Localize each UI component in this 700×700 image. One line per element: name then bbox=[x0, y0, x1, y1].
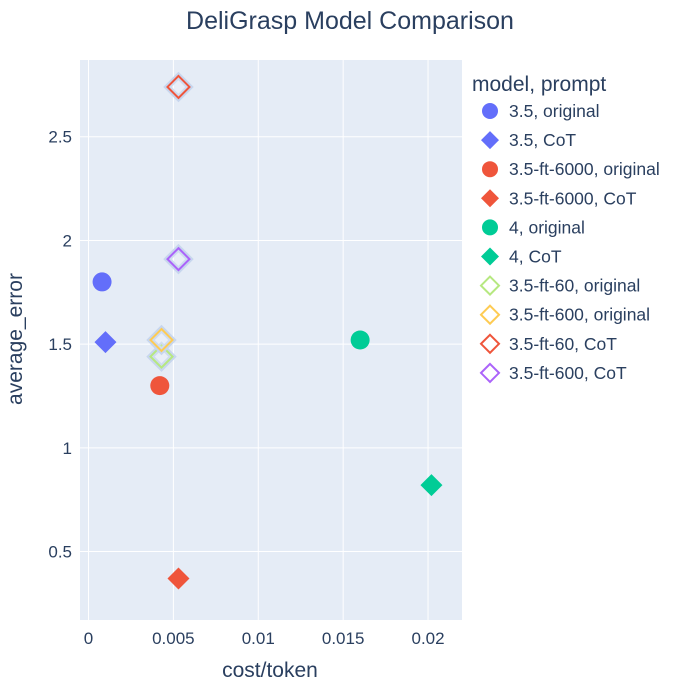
data-point bbox=[146, 324, 177, 356]
legend-marker bbox=[479, 362, 501, 384]
legend-marker bbox=[481, 131, 499, 150]
legend-marker bbox=[479, 275, 501, 297]
legend-label: 3.5-ft-600, original bbox=[509, 305, 650, 325]
legend-marker bbox=[481, 247, 499, 266]
y-tick-label: 1 bbox=[63, 439, 72, 458]
legend-marker bbox=[481, 189, 499, 208]
y-tick-label: 2.5 bbox=[48, 128, 72, 147]
legend-marker bbox=[482, 219, 498, 236]
data-point bbox=[163, 71, 194, 103]
chart-title: DeliGrasp Model Comparison bbox=[186, 7, 514, 35]
legend-label: 4, original bbox=[509, 217, 585, 237]
data-point bbox=[94, 331, 117, 354]
legend-item[interactable]: 3.5-ft-6000, CoT bbox=[481, 188, 637, 208]
y-axis-label: average_error bbox=[4, 273, 27, 405]
data-point bbox=[420, 474, 443, 497]
legend-item[interactable]: 3.5, CoT bbox=[481, 130, 576, 150]
data-point bbox=[167, 567, 190, 590]
grid-lines bbox=[80, 60, 462, 620]
legend-marker bbox=[479, 333, 501, 355]
y-tick-label: 1.5 bbox=[48, 335, 72, 354]
legend-marker bbox=[482, 103, 498, 119]
x-axis-label: cost/token bbox=[222, 659, 318, 682]
y-axis-ticks: 0.5 1 1.5 2 2.5 bbox=[48, 128, 72, 562]
legend-label: 3.5, original bbox=[509, 101, 599, 121]
legend-marker bbox=[482, 161, 498, 178]
legend-label: 3.5-ft-6000, original bbox=[509, 159, 660, 179]
data-point bbox=[92, 272, 112, 292]
legend-item[interactable]: 3.5-ft-600, original bbox=[479, 304, 650, 326]
legend-label: 3.5, CoT bbox=[509, 130, 576, 150]
data-point bbox=[163, 243, 194, 275]
legend-item[interactable]: 3.5-ft-600, CoT bbox=[479, 362, 627, 384]
legend-label: 3.5-ft-600, CoT bbox=[509, 363, 627, 383]
x-tick-label: 0.01 bbox=[242, 629, 275, 648]
legend-label: 3.5-ft-6000, CoT bbox=[509, 188, 637, 208]
legend-label: 4, CoT bbox=[509, 247, 562, 267]
x-tick-label: 0 bbox=[84, 629, 93, 648]
legend-item[interactable]: 3.5-ft-60, original bbox=[479, 275, 640, 297]
legend-item[interactable]: 3.5-ft-60, CoT bbox=[479, 333, 617, 355]
x-tick-label: 0.02 bbox=[411, 629, 444, 648]
y-tick-label: 2 bbox=[63, 231, 72, 250]
legend: model, prompt 3.5, original 3.5, CoT 3.5-f… bbox=[472, 73, 660, 384]
legend-item[interactable]: 3.5, original bbox=[482, 101, 599, 121]
legend-item[interactable]: 3.5-ft-6000, original bbox=[482, 159, 660, 179]
y-tick-label: 0.5 bbox=[48, 543, 72, 562]
legend-label: 3.5-ft-60, CoT bbox=[509, 334, 617, 354]
data-point bbox=[146, 341, 177, 372]
x-tick-label: 0.015 bbox=[322, 629, 365, 648]
legend-label: 3.5-ft-60, original bbox=[509, 276, 640, 296]
x-tick-label: 0.005 bbox=[152, 629, 195, 648]
data-point bbox=[150, 376, 170, 396]
x-axis-ticks: 0 0.005 0.01 0.015 0.02 bbox=[84, 629, 445, 648]
legend-item[interactable]: 4, original bbox=[482, 217, 585, 237]
data-points bbox=[92, 71, 443, 590]
legend-items: 3.5, original 3.5, CoT 3.5-ft-6000, origin… bbox=[479, 101, 660, 384]
data-point bbox=[350, 330, 370, 350]
legend-item[interactable]: 4, CoT bbox=[481, 247, 562, 267]
legend-title: model, prompt bbox=[472, 73, 606, 96]
plot-background bbox=[80, 60, 462, 620]
legend-marker bbox=[479, 304, 501, 326]
